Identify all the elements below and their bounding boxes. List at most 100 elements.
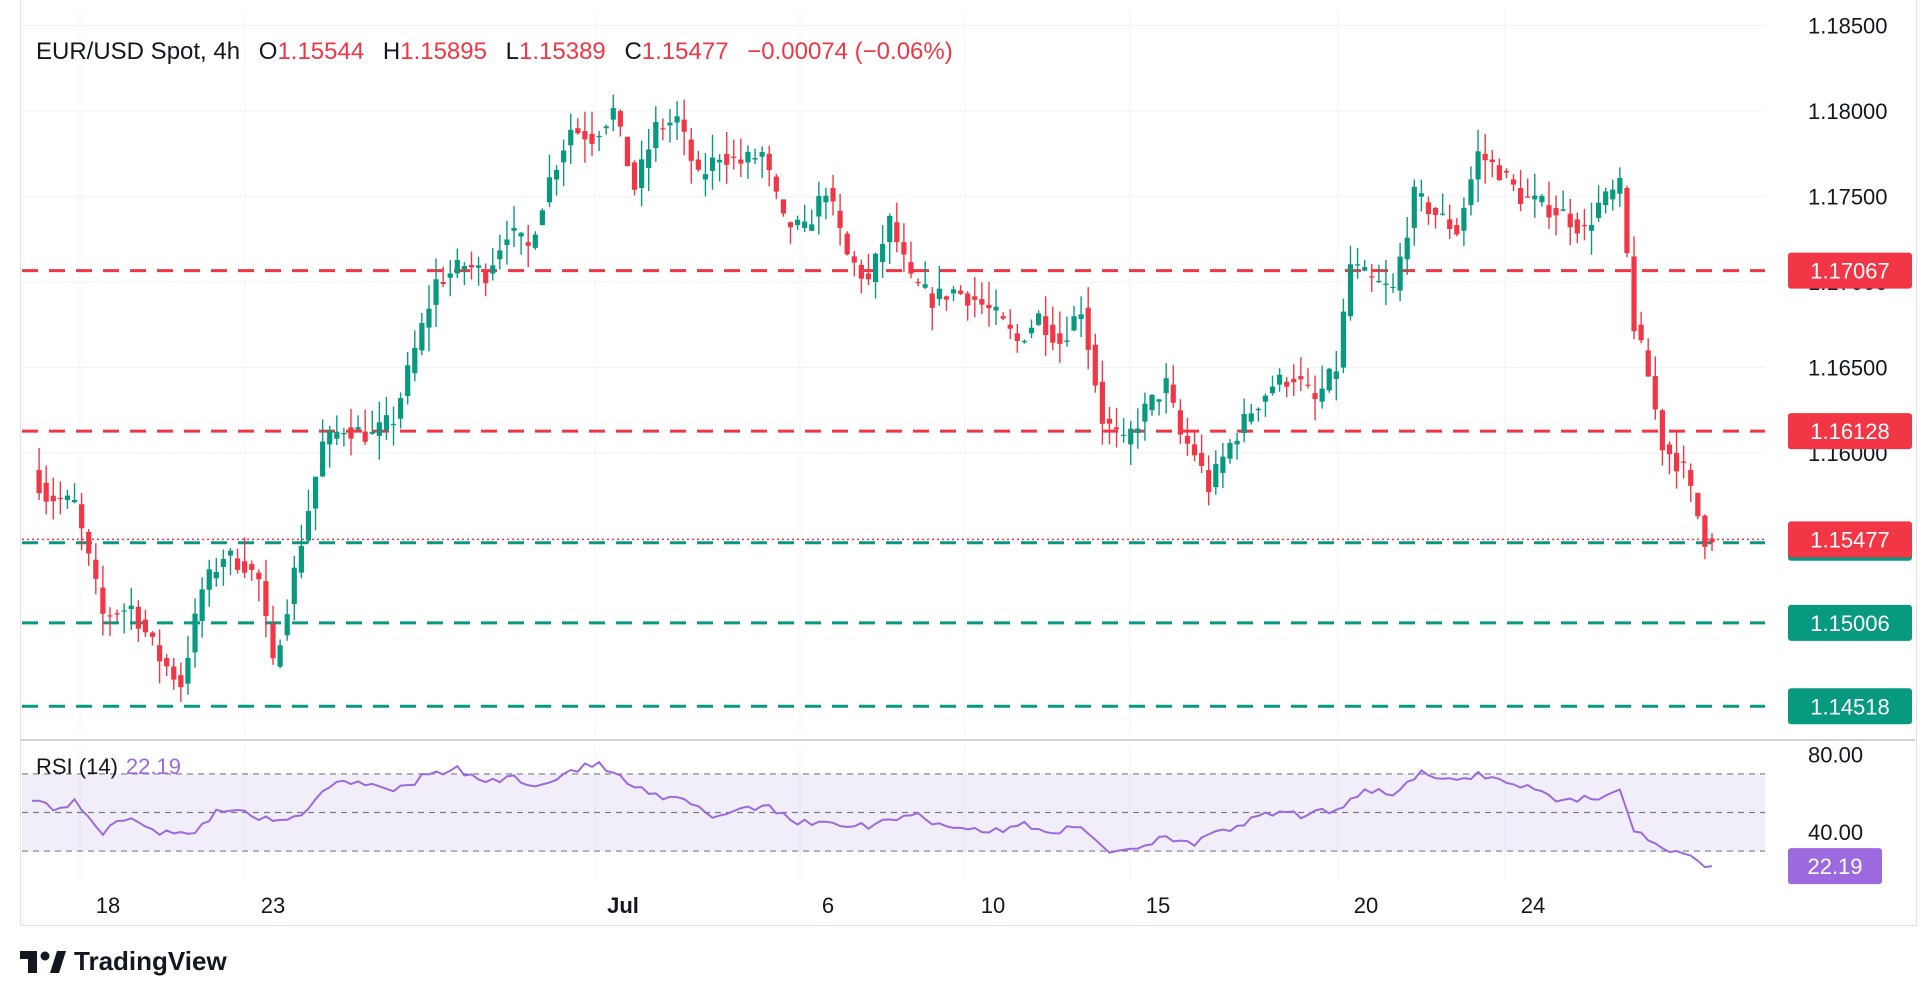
candle (1418, 179, 1424, 212)
candle (653, 106, 659, 162)
candle-body (624, 136, 631, 167)
candle-body (617, 111, 623, 127)
candle-body (1121, 434, 1127, 436)
candle (242, 537, 248, 578)
candle (1503, 168, 1510, 179)
candle (164, 654, 170, 677)
candle-body (887, 215, 893, 243)
candle-body (178, 675, 184, 688)
candle-body (1510, 179, 1517, 185)
candle-body (738, 159, 744, 164)
candle-body (1631, 256, 1637, 332)
candle (362, 409, 368, 445)
tradingview-logo-icon[interactable] (20, 950, 66, 973)
candle (1638, 311, 1644, 344)
candle-body (1503, 170, 1510, 173)
candle (1262, 393, 1269, 417)
candle (596, 130, 602, 152)
candle-body (1397, 256, 1403, 291)
candle-body (164, 658, 170, 667)
candle-body (57, 497, 63, 500)
candle-body (93, 559, 99, 579)
candle (1092, 333, 1098, 393)
candle-body (390, 423, 397, 426)
candle-body (1191, 444, 1198, 456)
level-label: 1.17067 (1810, 259, 1890, 284)
candle (419, 312, 425, 356)
candle (1461, 197, 1467, 246)
candle-body (1617, 178, 1623, 194)
rsi-tick-label: 40.00 (1808, 820, 1863, 845)
rsi-legend: RSI (14) 22.19 (36, 754, 181, 780)
candle (341, 428, 347, 447)
candle (1319, 365, 1325, 409)
candle-body (1248, 413, 1254, 422)
candle (724, 131, 730, 184)
rsi-pane (22, 760, 1765, 869)
candle-body (249, 564, 255, 570)
close-value: 1.15477 (641, 38, 729, 65)
candle-body (468, 264, 475, 268)
candle (57, 481, 63, 515)
candle-body (787, 222, 794, 228)
candle (1383, 260, 1389, 306)
candle-body (1234, 440, 1240, 445)
candle-body (298, 545, 304, 573)
candle-body (759, 152, 765, 157)
candle (1276, 368, 1283, 392)
candle (787, 221, 794, 244)
candle-body (653, 122, 659, 149)
footer: TradingView (20, 946, 227, 977)
low-label: L (505, 38, 520, 65)
candle (1432, 206, 1439, 229)
candle (759, 146, 765, 179)
candle (794, 215, 801, 231)
candle-body (979, 299, 985, 305)
candle-body (1418, 193, 1424, 197)
candle-body (43, 482, 49, 502)
candle (334, 415, 340, 446)
candle (263, 559, 269, 638)
candle (1284, 376, 1290, 398)
candle-body (1298, 376, 1304, 380)
candle-body (1184, 435, 1191, 444)
candle-body (1681, 461, 1687, 463)
level-label: 1.14518 (1810, 694, 1890, 719)
candle-body (1007, 324, 1013, 329)
candle (1248, 403, 1254, 425)
candle-body (830, 188, 836, 202)
symbol-title[interactable]: EUR/USD Spot, 4h (36, 38, 241, 65)
candle (965, 291, 971, 321)
candle (171, 657, 177, 690)
candle-body (780, 199, 786, 214)
candle-body (1085, 307, 1091, 350)
candle (568, 113, 574, 164)
candle (376, 401, 382, 460)
candle-body (447, 273, 453, 278)
candle (894, 202, 900, 253)
candle-body (936, 288, 942, 300)
candle (114, 609, 120, 622)
candle (1567, 198, 1573, 246)
candle (1099, 360, 1105, 445)
candle (1390, 273, 1396, 293)
candle (1425, 196, 1432, 225)
candle (780, 199, 786, 217)
candle (284, 599, 290, 641)
candle (1071, 305, 1077, 332)
candle-body (1461, 207, 1467, 231)
candle-body (86, 532, 92, 554)
candle-body (1319, 388, 1325, 402)
candle-body (369, 432, 375, 434)
candle-body (1532, 195, 1538, 200)
candle-body (1390, 286, 1396, 289)
candle (1454, 218, 1460, 237)
level-label: 1.16128 (1810, 419, 1890, 444)
x-tick-label: 6 (822, 893, 834, 918)
candle (1688, 463, 1694, 503)
candle-body (1291, 378, 1297, 383)
rsi-label[interactable]: RSI (14) (36, 754, 118, 779)
candle-body (681, 119, 687, 132)
tradingview-brand[interactable]: TradingView (74, 946, 227, 976)
